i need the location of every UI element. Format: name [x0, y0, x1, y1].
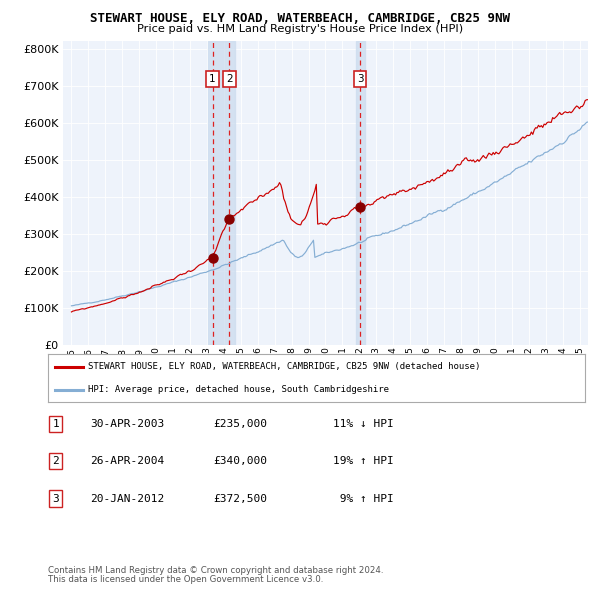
- Text: HPI: Average price, detached house, South Cambridgeshire: HPI: Average price, detached house, Sout…: [88, 385, 389, 394]
- Text: 9% ↑ HPI: 9% ↑ HPI: [333, 494, 394, 503]
- Text: 1: 1: [209, 74, 216, 84]
- Text: 2: 2: [226, 74, 233, 84]
- Text: 11% ↓ HPI: 11% ↓ HPI: [333, 419, 394, 428]
- Text: 2: 2: [52, 457, 59, 466]
- Text: £340,000: £340,000: [213, 457, 267, 466]
- Bar: [356, 41, 365, 345]
- Text: STEWART HOUSE, ELY ROAD, WATERBEACH, CAMBRIDGE, CB25 9NW (detached house): STEWART HOUSE, ELY ROAD, WATERBEACH, CAM…: [88, 362, 481, 371]
- Bar: [208, 41, 235, 345]
- Text: £235,000: £235,000: [213, 419, 267, 428]
- Text: 30-APR-2003: 30-APR-2003: [90, 419, 164, 428]
- Text: Price paid vs. HM Land Registry's House Price Index (HPI): Price paid vs. HM Land Registry's House …: [137, 24, 463, 34]
- Text: 19% ↑ HPI: 19% ↑ HPI: [333, 457, 394, 466]
- Text: 20-JAN-2012: 20-JAN-2012: [90, 494, 164, 503]
- Text: This data is licensed under the Open Government Licence v3.0.: This data is licensed under the Open Gov…: [48, 575, 323, 584]
- Text: STEWART HOUSE, ELY ROAD, WATERBEACH, CAMBRIDGE, CB25 9NW: STEWART HOUSE, ELY ROAD, WATERBEACH, CAM…: [90, 12, 510, 25]
- Text: 26-APR-2004: 26-APR-2004: [90, 457, 164, 466]
- Text: 1: 1: [52, 419, 59, 428]
- Text: 3: 3: [52, 494, 59, 503]
- Text: Contains HM Land Registry data © Crown copyright and database right 2024.: Contains HM Land Registry data © Crown c…: [48, 566, 383, 575]
- Text: 3: 3: [357, 74, 364, 84]
- Text: £372,500: £372,500: [213, 494, 267, 503]
